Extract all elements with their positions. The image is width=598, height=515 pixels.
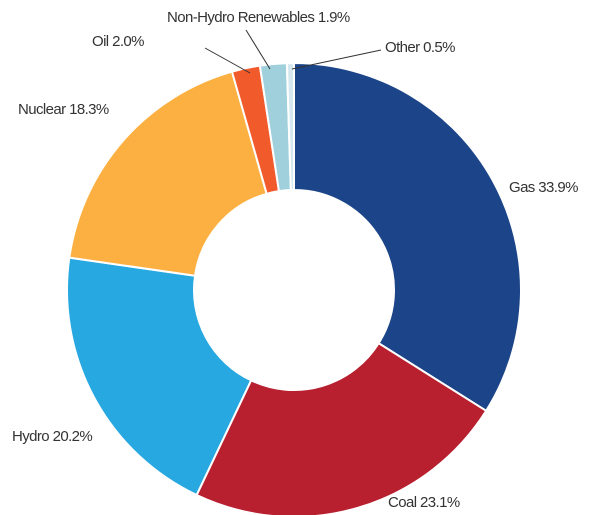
label-name: Nuclear xyxy=(18,101,66,118)
label-name: Coal xyxy=(388,494,417,511)
leader-line xyxy=(245,29,271,70)
label-name: Gas xyxy=(509,179,535,196)
label-name: Other xyxy=(385,39,420,56)
label-name: Hydro xyxy=(12,428,49,445)
slice-label: Other 0.5% xyxy=(385,39,455,56)
slice-label: Nuclear 18.3% xyxy=(18,101,109,118)
slice-label: Gas 33.9% xyxy=(509,179,578,196)
slice-label: Hydro 20.2% xyxy=(12,428,92,445)
slice-label: Coal 23.1% xyxy=(388,494,460,511)
label-value: 1.9% xyxy=(318,9,350,26)
leader-line xyxy=(204,47,251,74)
slice xyxy=(195,341,488,515)
slice xyxy=(293,61,522,413)
slice xyxy=(68,70,268,277)
label-name: Oil xyxy=(92,33,109,50)
label-value: 0.5% xyxy=(423,39,455,56)
label-value: 18.3% xyxy=(69,101,109,118)
slice-label: Oil 2.0% xyxy=(92,33,144,50)
label-value: 23.1% xyxy=(420,494,460,511)
slice xyxy=(285,61,295,192)
label-value: 33.9% xyxy=(538,179,578,196)
label-value: 20.2% xyxy=(53,428,93,445)
label-value: 2.0% xyxy=(112,33,144,50)
slice xyxy=(66,256,253,497)
label-name: Non-Hydro Renewables xyxy=(167,9,314,26)
slice-label: Non-Hydro Renewables 1.9% xyxy=(167,9,350,26)
leader-line xyxy=(291,49,382,70)
